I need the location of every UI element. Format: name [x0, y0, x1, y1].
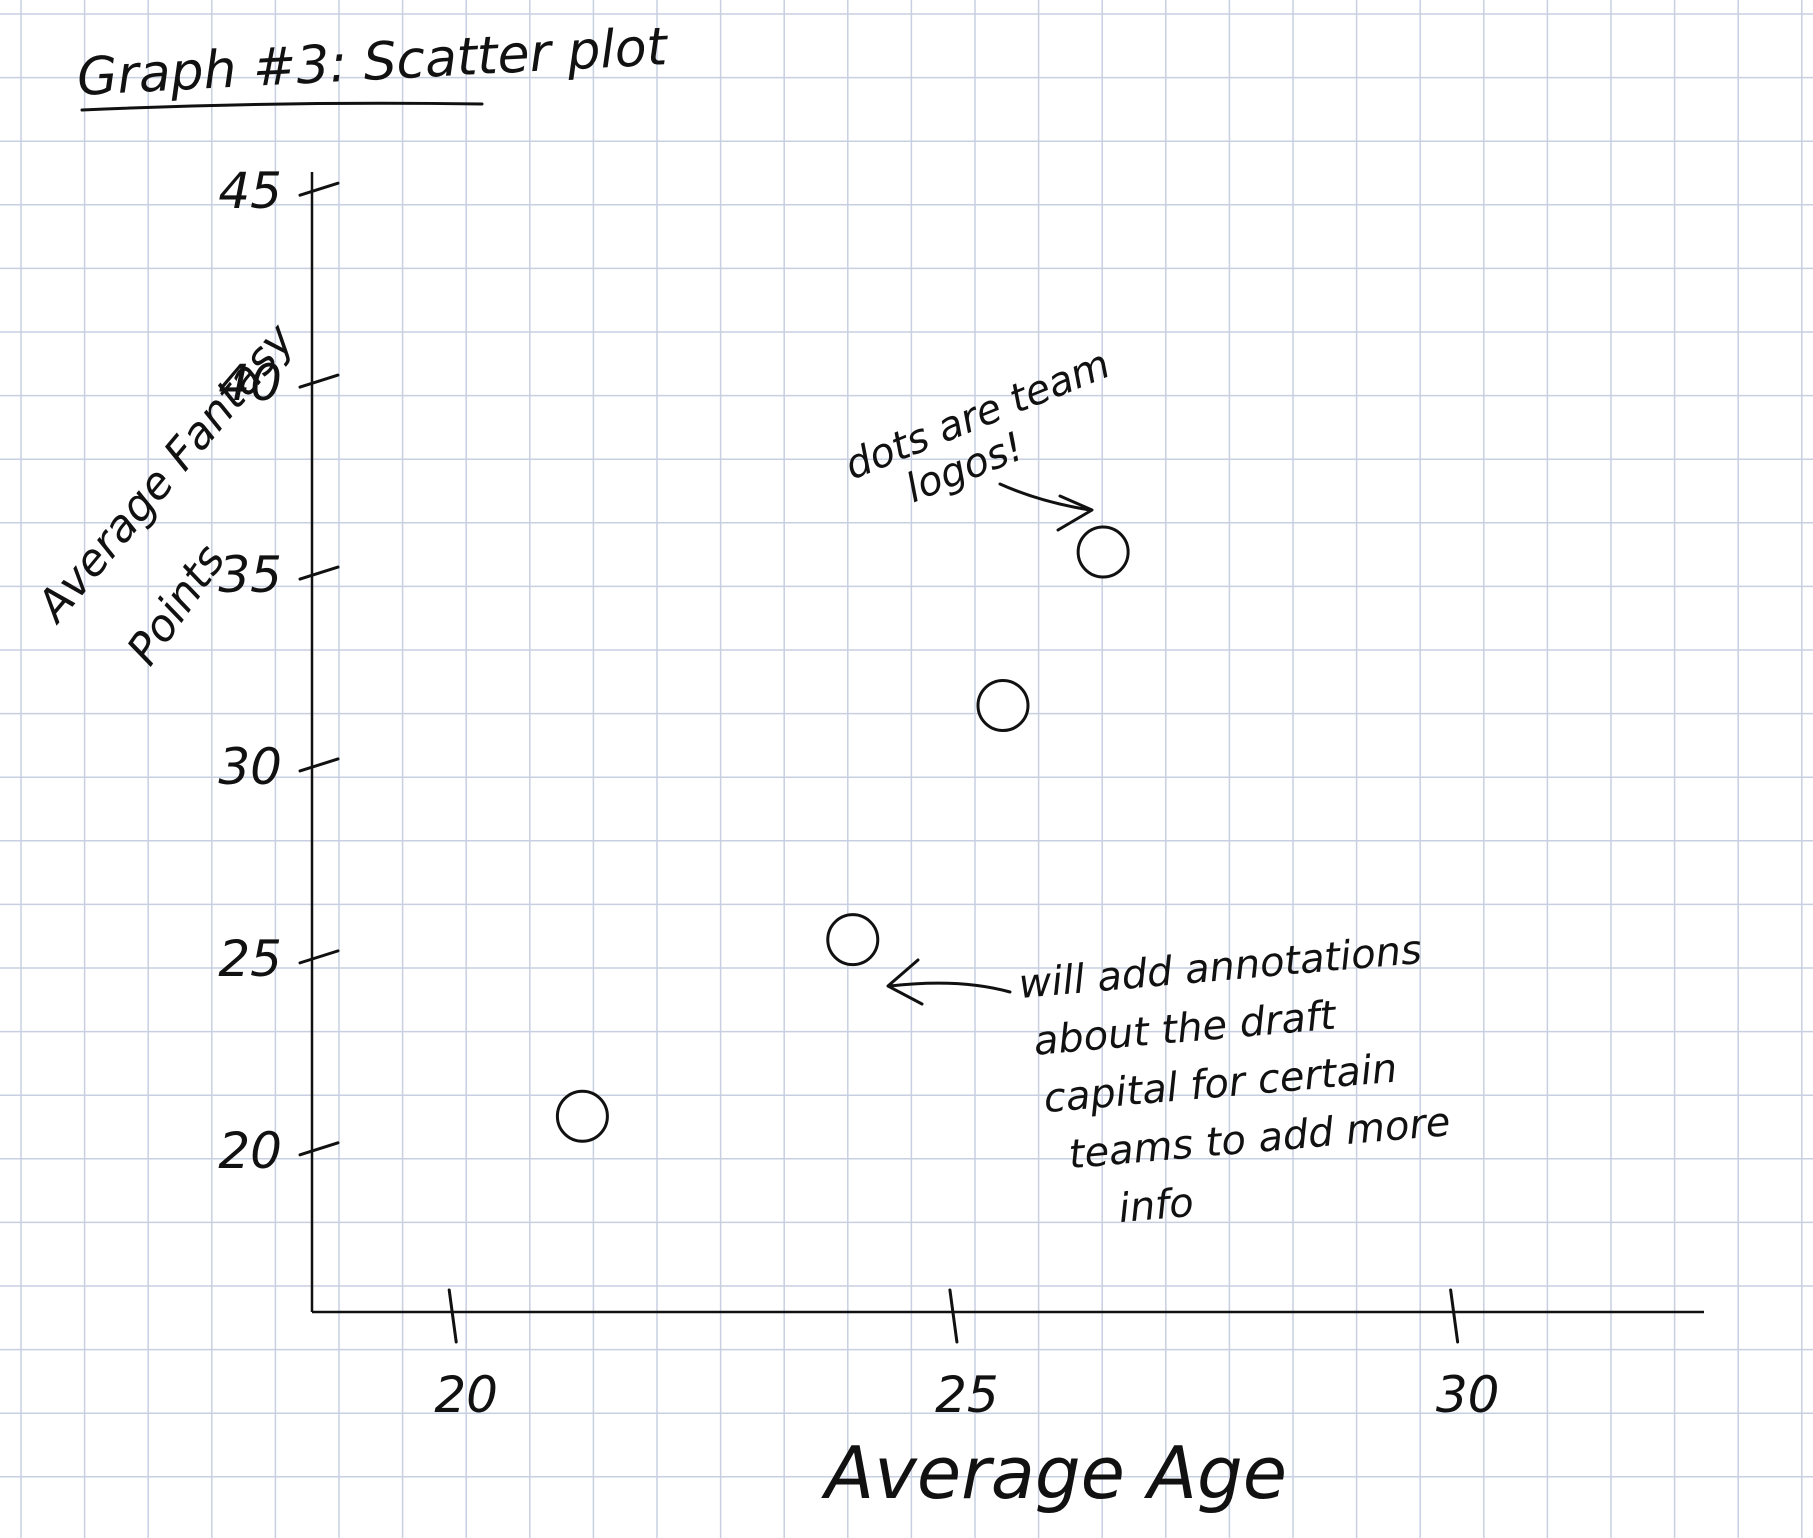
x-axis-label: Average Age	[821, 1431, 1287, 1515]
x-tick-mark	[447, 1288, 458, 1344]
x-tick-mark	[948, 1288, 959, 1344]
y-tick-label: 35	[218, 546, 282, 604]
y-tick-label: 30	[218, 738, 282, 796]
scatter-point	[826, 913, 880, 967]
data-points	[555, 525, 1130, 1143]
y-tick-mark	[298, 373, 340, 389]
y-tick-mark	[298, 949, 340, 965]
scatter-point	[555, 1089, 609, 1143]
draft-note-line-1: will add annotations	[1017, 927, 1424, 1008]
x-tick-label: 25	[935, 1366, 999, 1424]
y-tick-mark	[298, 181, 340, 197]
y-axis-label-line-2: Points	[117, 535, 235, 674]
x-tick-label: 30	[1436, 1366, 1500, 1424]
y-tick-mark	[298, 565, 340, 581]
y-tick-label: 25	[218, 930, 282, 988]
scatter-point	[976, 679, 1030, 733]
y-tick-label: 45	[218, 162, 282, 220]
y-tick-mark	[298, 1141, 340, 1157]
logos-arrow-icon	[998, 482, 1094, 532]
x-ticks: 20 25 30	[434, 1288, 1500, 1424]
x-tick-mark	[1449, 1288, 1460, 1344]
y-ticks: 20 25 30 35 40 45	[218, 162, 340, 1180]
draft-arrow-icon	[886, 958, 1012, 1006]
scatter-point	[1076, 525, 1130, 579]
x-tick-label: 20	[434, 1366, 498, 1424]
logos-annotation: dots are team logos!	[839, 341, 1117, 512]
y-axis-label-2: Points	[117, 535, 235, 674]
y-tick-label: 40	[218, 354, 282, 412]
title-underline	[80, 101, 484, 112]
draft-note-line-5: info	[1117, 1180, 1196, 1232]
y-tick-label: 20	[218, 1122, 282, 1180]
chart-title: Graph #3: Scatter plot	[76, 17, 670, 108]
y-tick-mark	[298, 757, 340, 773]
draft-annotation: will add annotations about the draft cap…	[1017, 927, 1452, 1232]
